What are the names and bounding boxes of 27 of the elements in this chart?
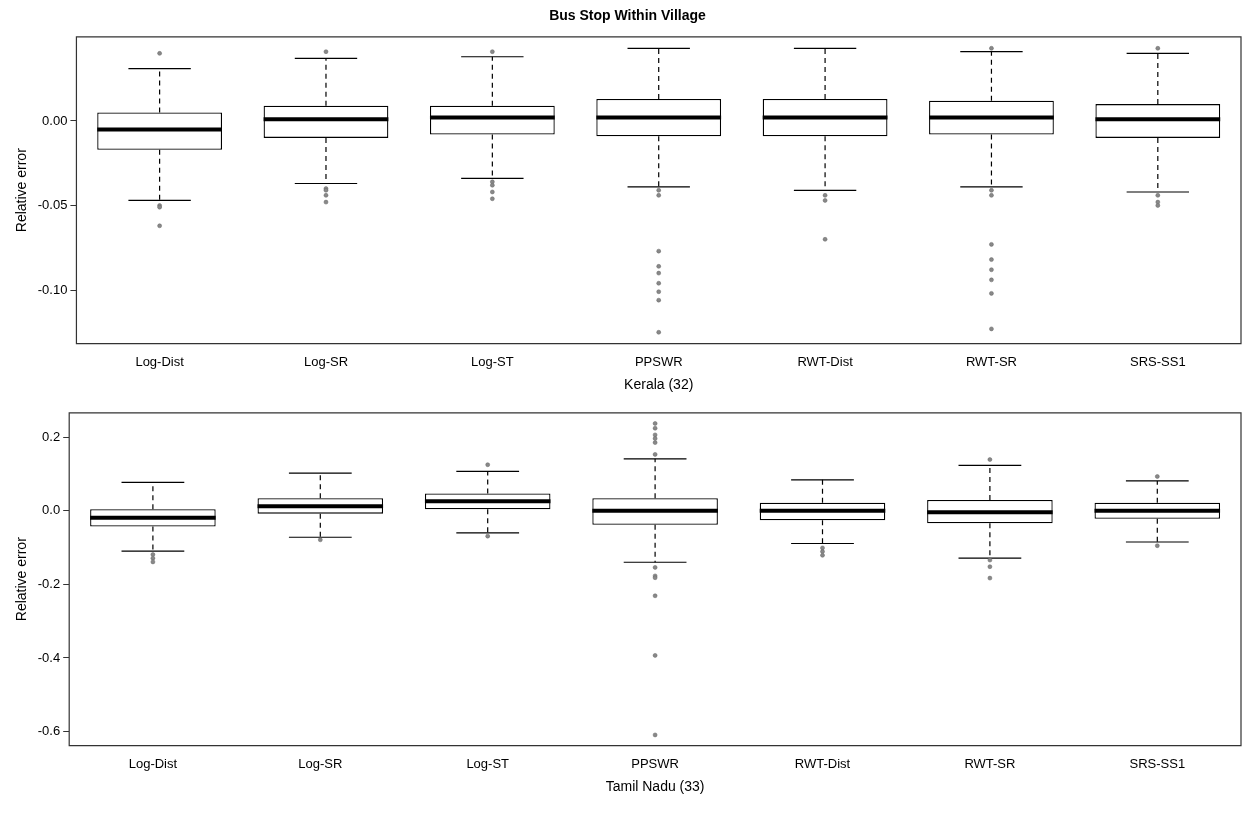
x-tick-label: Log-SR	[298, 755, 343, 771]
x-tick-label: Log-Dist	[135, 353, 185, 369]
x-tick-label: RWT-SR	[965, 353, 1017, 369]
x-axis-title: Tamil Nadu (33)	[605, 778, 705, 795]
y-tick-label: -0.2	[37, 575, 61, 591]
y-axis-title: Relative error	[13, 147, 30, 233]
y-tick-label: 0.00	[42, 112, 68, 128]
x-tick-label: SRS-SS1	[1129, 755, 1186, 771]
x-tick-label: PPSWR	[631, 755, 679, 771]
y-tick-label: -0.10	[37, 281, 68, 297]
y-tick-label: -0.6	[37, 723, 61, 739]
x-tick-label: Log-Dist	[128, 755, 178, 771]
y-axis-title: Relative error	[13, 536, 30, 622]
x-tick-label: SRS-SS1	[1130, 353, 1186, 369]
x-tick-label: RWT-Dist	[794, 755, 851, 771]
chart-title: Bus Stop Within Village	[548, 6, 707, 25]
y-tick-label: 0.0	[42, 502, 61, 518]
y-tick-label: -0.4	[37, 649, 61, 665]
x-tick-label: RWT-Dist	[797, 353, 854, 369]
x-tick-label: RWT-SR	[964, 755, 1016, 771]
x-tick-label: Log-ST	[471, 353, 514, 369]
y-tick-label: 0.2	[42, 428, 61, 444]
x-tick-label: Log-SR	[303, 353, 349, 369]
x-tick-label: Log-ST	[466, 755, 510, 771]
y-tick-label: -0.05	[37, 197, 68, 213]
x-axis-title: Kerala (32)	[624, 376, 694, 393]
x-tick-label: PPSWR	[634, 353, 683, 369]
